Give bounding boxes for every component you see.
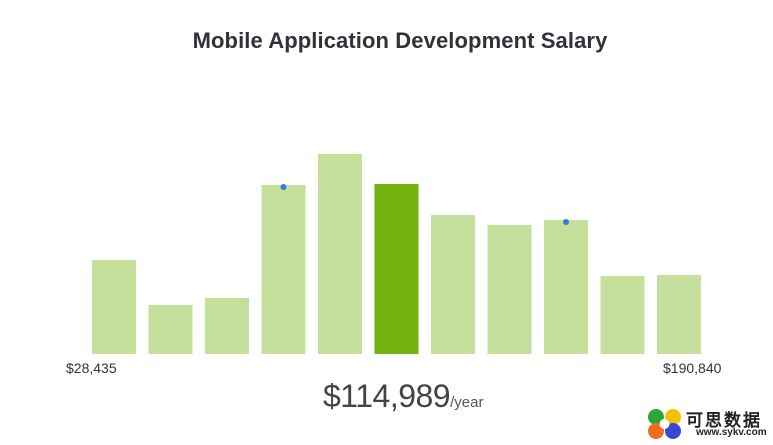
histogram-bar — [657, 275, 701, 354]
histogram-bar — [205, 298, 249, 354]
max-salary-label: $190,840 — [663, 360, 722, 376]
watermark-logo: 可思数据 www.sykv.com — [646, 406, 770, 442]
histogram-bar — [92, 260, 136, 354]
bar-marker-dot — [563, 219, 569, 225]
histogram-bar — [261, 185, 306, 354]
highlighted-bar — [374, 184, 419, 354]
histogram-bar — [431, 215, 475, 354]
bar-marker-dot — [280, 184, 287, 190]
salary-amount: $114,989 — [323, 378, 451, 414]
min-salary-label: $28,435 — [66, 360, 117, 376]
histogram-bar — [487, 225, 532, 354]
watermark-icon — [648, 409, 681, 439]
watermark-text: 可思数据 — [686, 411, 762, 430]
chart-title: Mobile Application Development Salary — [192, 28, 608, 53]
histogram-bar — [318, 154, 362, 354]
histogram-bar — [148, 305, 193, 354]
salary-unit: /year — [450, 394, 484, 411]
watermark-url: www.sykv.com — [696, 427, 767, 438]
average-salary: $114,989/year — [323, 378, 483, 415]
histogram-bar — [544, 220, 588, 354]
histogram-bar — [600, 276, 645, 354]
